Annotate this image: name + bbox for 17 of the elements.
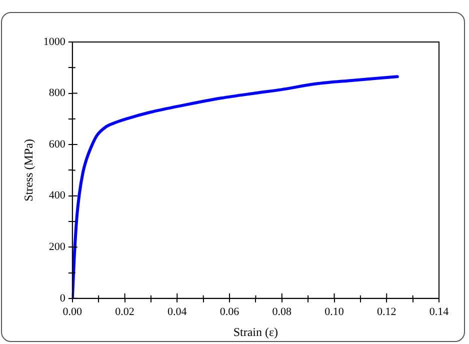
x-tick-label: 0.14 <box>429 306 450 318</box>
x-tick-label: 0.00 <box>62 306 83 318</box>
x-tick-label: 0.12 <box>377 306 396 318</box>
line-series <box>72 75 399 298</box>
x-tick-label: 0.04 <box>168 306 188 318</box>
y-tick-label: 1000 <box>43 36 66 48</box>
y-tick-label: 0 <box>60 292 66 304</box>
x-tick-label: 0.10 <box>324 306 344 318</box>
x-tick-label: 0.06 <box>220 306 240 318</box>
y-tick-label: 400 <box>48 190 66 202</box>
y-axis-title: Stress (MPa) <box>21 139 36 202</box>
y-tick-label: 800 <box>48 87 66 100</box>
x-tick-label: 0.02 <box>115 306 134 318</box>
x-axis-title: Strain (ε) <box>233 324 278 339</box>
y-tick-label: 600 <box>48 138 66 150</box>
x-tick-label: 0.08 <box>272 306 292 318</box>
y-tick-label: 200 <box>48 241 66 254</box>
